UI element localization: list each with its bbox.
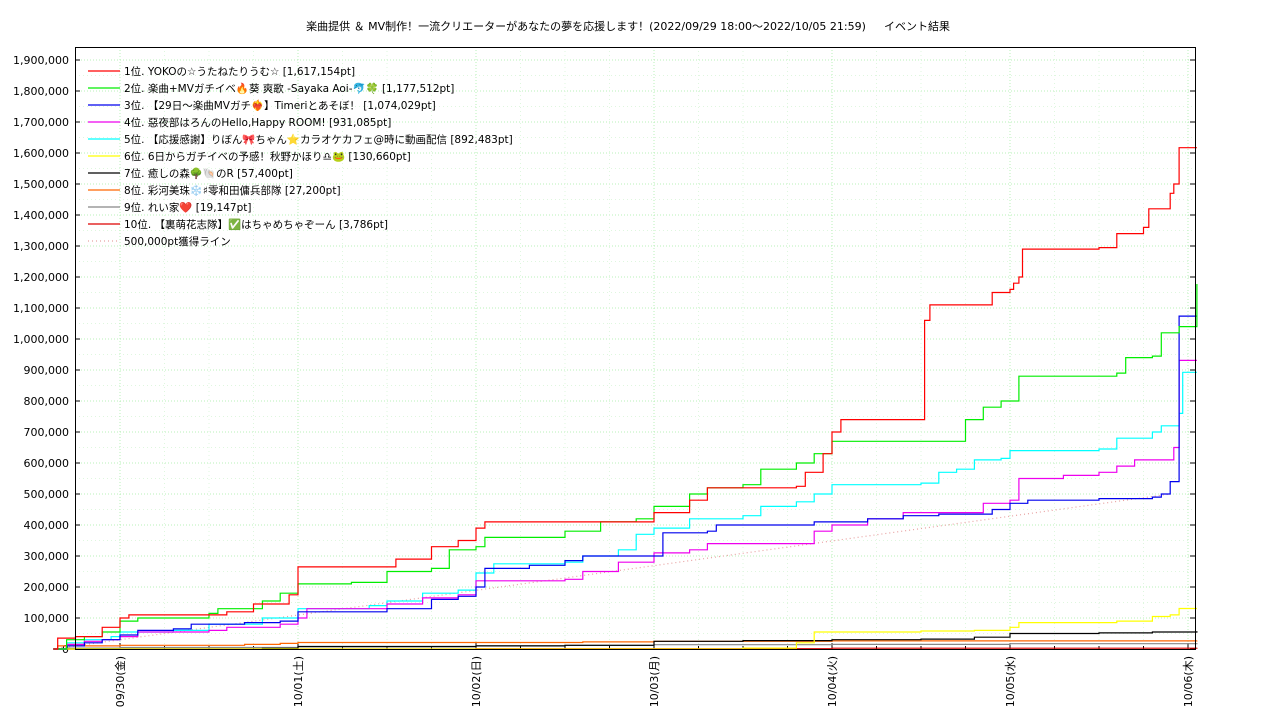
y-tick-label: 1,900,000	[13, 54, 69, 67]
y-tick-label: 1,800,000	[13, 85, 69, 98]
series-line	[53, 607, 1197, 650]
y-tick-label: 600,000	[24, 457, 70, 470]
x-tick-label: 10/04(火)	[826, 656, 839, 707]
y-tick-label: 1,600,000	[13, 147, 69, 160]
legend-label: 10位. 【裏萌花志隊】✅はちゃめちゃぞーん [3,786pt]	[124, 218, 388, 231]
y-tick-label: 1,400,000	[13, 209, 69, 222]
y-tick-label: 900,000	[24, 364, 70, 377]
y-tick-label: 1,100,000	[13, 302, 69, 315]
y-tick-label: 1,000,000	[13, 333, 69, 346]
x-tick-label: 09/30(金)	[113, 656, 127, 707]
plot-frame	[75, 47, 1196, 650]
series-line	[53, 371, 1197, 650]
x-tick-label: 10/02(日)	[470, 656, 483, 707]
legend-label: 5位. 【応援感謝】りぼん🎀ちゃん⭐カラオケカフェ@時に動画配信 [892,48…	[124, 133, 513, 146]
y-tick-label: 500,000	[24, 488, 70, 501]
grid	[75, 47, 1195, 649]
series-line	[53, 631, 1198, 650]
y-tick-label: 1,300,000	[13, 240, 69, 253]
chart-title: 楽曲提供 ＆ MV制作！一流クリエーターがあなたの夢を応援します！(2022/0…	[306, 19, 866, 33]
x-tick-label: 10/01(土)	[292, 656, 305, 707]
x-tick-label: 10/06(木)	[1182, 656, 1195, 707]
legend-label: 500,000pt獲得ライン	[124, 235, 231, 248]
y-tick-label: 700,000	[24, 426, 70, 439]
legend-label: 7位. 癒しの森🌳🐚のR [57,400pt]	[124, 167, 293, 180]
y-axis: 0100,000200,000300,000400,000500,000600,…	[13, 54, 1195, 656]
x-axis: 09/30(金) 10/01(土) 10/02(日) 10/03(月) 10/04(火)…	[75, 643, 1195, 707]
y-tick-label: 100,000	[24, 612, 70, 625]
series-line	[53, 147, 1197, 650]
y-tick-label: 400,000	[24, 519, 70, 532]
legend: 1位. YOKOの☆うたねたりうむ☆ [1,617,154pt] 2位. 楽曲+M…	[88, 65, 513, 248]
y-tick-label: 1,500,000	[13, 178, 69, 191]
y-tick-label: 800,000	[24, 395, 70, 408]
series-line	[53, 284, 1198, 650]
legend-label: 3位. 【29日〜楽曲MVガチ❤️‍🔥】Timeriとあそぼ！ [1,074,0…	[124, 99, 436, 112]
series-lines	[53, 147, 1198, 650]
legend-label: 9位. れい家❤️ [19,147pt]	[124, 201, 251, 214]
series-line	[53, 640, 1198, 650]
y-tick-label: 1,200,000	[13, 271, 69, 284]
legend-label: 6位. 6日からガチイベの予感！秋野かほり♎🐸 [130,660pt]	[124, 150, 411, 163]
x-tick-label: 10/03(月)	[648, 656, 661, 707]
chart-subtitle: イベント結果	[884, 19, 950, 33]
legend-label: 2位. 楽曲+MVガチイベ🔥葵 爽歌 -Sayaka Aoi-🐬🍀 [1,177…	[124, 82, 454, 95]
legend-label: 8位. 彩河美珠❄️♯零和田傭兵部隊 [27,200pt]	[124, 184, 341, 197]
y-tick-label: 200,000	[24, 581, 70, 594]
series-line	[53, 359, 1197, 650]
legend-label: 1位. YOKOの☆うたねたりうむ☆ [1,617,154pt]	[124, 65, 355, 78]
y-tick-label: 1,700,000	[13, 116, 69, 129]
series-line	[53, 315, 1197, 650]
y-tick-label: 300,000	[24, 550, 70, 563]
x-tick-label: 10/05(水)	[1004, 656, 1017, 707]
legend-label: 4位. 惡夜部はろんのHello,Happy ROOM! [931,085pt]	[124, 116, 391, 129]
